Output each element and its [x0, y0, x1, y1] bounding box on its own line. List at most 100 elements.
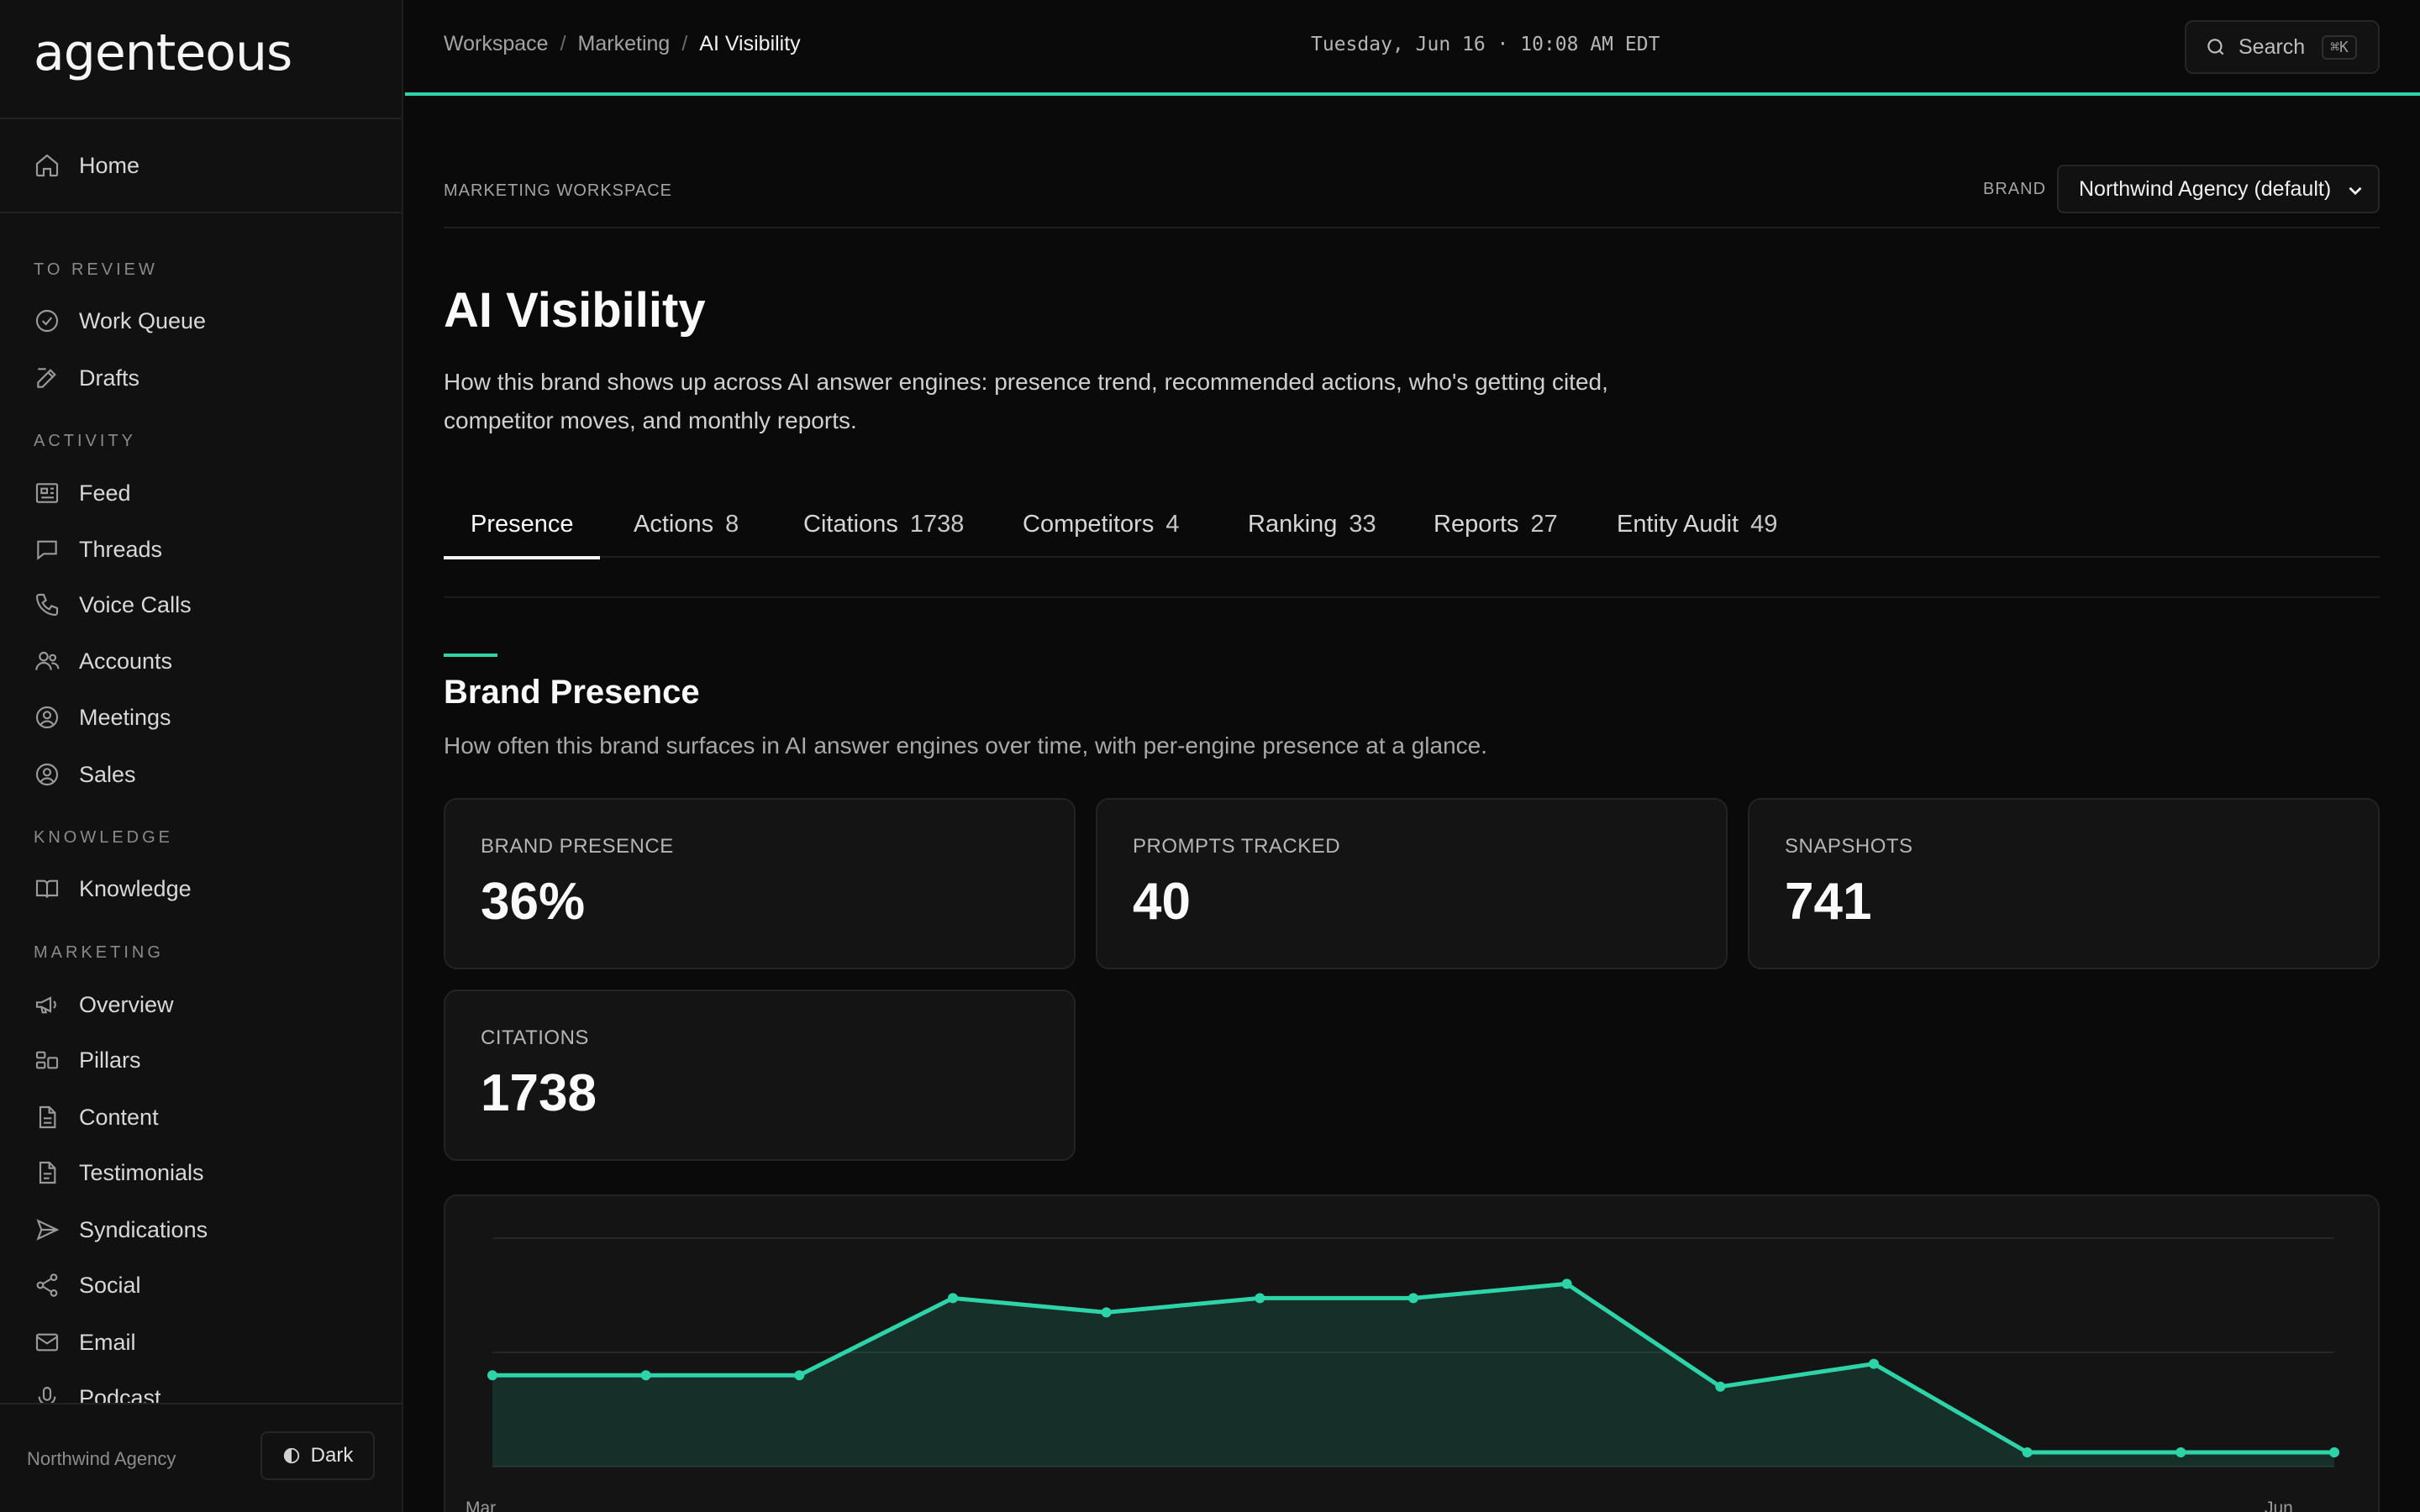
file-text-icon [39, 1161, 56, 1184]
user-circle-icon [35, 706, 59, 729]
workspace-label: MARKETING WORKSPACE [444, 181, 672, 200]
chart-point[interactable] [640, 1370, 651, 1381]
search-button[interactable]: Search ⌘K [2185, 20, 2380, 74]
chart-point[interactable] [1715, 1381, 1726, 1392]
sidebar-item-meetings[interactable]: Meetings [34, 696, 171, 739]
stat-card-citations: CITATIONS 1738 [444, 990, 1076, 1161]
users-icon [35, 651, 60, 670]
tab-citations[interactable]: Citations 1738 [803, 502, 964, 558]
chart-point[interactable] [487, 1370, 497, 1381]
tab-label: Ranking [1248, 511, 1338, 538]
sidebar-item-label: Home [79, 152, 140, 178]
header-divider [444, 227, 2380, 228]
sidebar-item-overview[interactable]: Overview [34, 983, 174, 1026]
tab-competitors[interactable]: Competitors 4 [1023, 502, 1179, 558]
sidebar-item-label: Email [79, 1329, 136, 1355]
tab-entity-audit[interactable]: Entity Audit 49 [1617, 502, 1777, 558]
stat-card-snapshots: SNAPSHOTS 741 [1748, 798, 2380, 969]
breadcrumb-item-current: AI Visibility [699, 32, 801, 55]
tab-actions[interactable]: Actions 8 [634, 502, 739, 558]
stat-label: CITATIONS [481, 1026, 589, 1049]
chart-point[interactable] [1869, 1358, 1879, 1369]
sidebar-item-label: Overview [79, 991, 174, 1017]
presence-chart-card [444, 1194, 2380, 1512]
presence-chart [487, 1237, 2339, 1467]
sidebar-item-pillars[interactable]: Pillars [34, 1038, 141, 1082]
breadcrumb-separator: / [681, 32, 688, 55]
sidebar-item-content[interactable]: Content [34, 1095, 159, 1139]
sidebar-item-testimonials[interactable]: Testimonials [34, 1151, 204, 1194]
stat-label: BRAND PRESENCE [481, 835, 674, 858]
sidebar-item-label: Threads [79, 536, 163, 562]
sidebar-item-label: Syndications [79, 1216, 208, 1242]
tab-count: 33 [1349, 511, 1376, 538]
tab-count: 8 [725, 511, 739, 538]
sidebar-item-email[interactable]: Email [34, 1320, 136, 1364]
sidebar: agenteous Home TO REVIEW Work Queue Draf… [0, 0, 403, 1512]
sidebar-item-label: Sales [79, 761, 136, 787]
chart-point[interactable] [1561, 1278, 1572, 1289]
sidebar-item-feed[interactable]: Feed [34, 471, 131, 515]
sidebar-item-label: Voice Calls [79, 591, 192, 617]
section-divider [444, 596, 2380, 598]
sidebar-item-label: Feed [79, 480, 131, 506]
share-icon [36, 1273, 58, 1297]
breadcrumb-item-marketing[interactable]: Marketing [577, 32, 671, 55]
app-logo[interactable]: agenteous [34, 24, 292, 82]
sidebar-item-knowledge[interactable]: Knowledge [34, 867, 192, 911]
tab-bar: Presence Actions 8 Citations 1738 Competit… [444, 502, 2380, 559]
file-icon [39, 1105, 56, 1129]
sidebar-item-label: Content [79, 1104, 159, 1130]
chart-point[interactable] [1408, 1293, 1418, 1304]
sidebar-item-threads[interactable]: Threads [34, 528, 162, 571]
breadcrumb-item-workspace[interactable]: Workspace [444, 32, 549, 55]
section-accent-bar [444, 654, 497, 657]
stat-value: 36% [481, 873, 586, 931]
sidebar-item-accounts[interactable]: Accounts [34, 639, 172, 683]
brand-select[interactable]: Northwind Agency (default) [2057, 165, 2380, 213]
tab-reports[interactable]: Reports 27 [1434, 502, 1558, 558]
stat-value: 741 [1785, 873, 1872, 931]
tab-label: Entity Audit [1617, 511, 1739, 538]
tab-label: Citations [803, 511, 898, 538]
message-icon [37, 540, 57, 560]
book-icon [35, 879, 59, 898]
tab-label: Actions [634, 511, 714, 538]
newspaper-icon [35, 483, 59, 503]
chart-point[interactable] [2329, 1447, 2339, 1457]
chart-point[interactable] [1255, 1293, 1265, 1304]
chart-point[interactable] [1101, 1307, 1112, 1318]
stat-value: 1738 [481, 1064, 597, 1122]
layout-icon [35, 1051, 59, 1069]
chevron-down-icon [2349, 186, 2362, 196]
chart-point[interactable] [2175, 1447, 2186, 1457]
sidebar-item-home[interactable]: Home [34, 144, 139, 187]
chart-point[interactable] [2022, 1447, 2033, 1457]
chart-point[interactable] [794, 1370, 805, 1381]
sidebar-item-syndications[interactable]: Syndications [34, 1208, 208, 1252]
theme-toggle-button[interactable]: Dark [260, 1431, 375, 1480]
sidebar-item-voice-calls[interactable]: Voice Calls [34, 583, 192, 627]
tab-count: 27 [1530, 511, 1558, 538]
page-description: How this brand shows up across AI answer… [444, 369, 1608, 433]
theme-label: Dark [310, 1444, 354, 1467]
chart-point[interactable] [948, 1293, 958, 1304]
tab-ranking[interactable]: Ranking 33 [1248, 502, 1376, 558]
sidebar-item-label: Knowledge [79, 875, 192, 901]
search-shortcut: ⌘K [2322, 34, 2357, 60]
sidebar-item-social[interactable]: Social [34, 1263, 141, 1307]
sidebar-heading-marketing: MARKETING [34, 943, 164, 962]
breadcrumb: Workspace / Marketing / AI Visibility [444, 32, 801, 56]
stat-card-prompts-tracked: PROMPTS TRACKED 40 [1096, 798, 1728, 969]
page-title: AI Visibility [444, 283, 706, 338]
sidebar-item-work-queue[interactable]: Work Queue [34, 299, 206, 343]
sidebar-item-drafts[interactable]: Drafts [34, 356, 139, 400]
stat-label: PROMPTS TRACKED [1133, 835, 1341, 858]
tab-label: Presence [471, 511, 574, 538]
sidebar-item-sales[interactable]: Sales [34, 753, 136, 796]
tab-count: 1738 [909, 511, 965, 538]
tab-presence[interactable]: Presence [444, 502, 600, 559]
sidebar-heading-to-review: TO REVIEW [34, 260, 158, 279]
user-circle-icon [35, 763, 59, 786]
sidebar-heading-knowledge: KNOWLEDGE [34, 828, 174, 847]
